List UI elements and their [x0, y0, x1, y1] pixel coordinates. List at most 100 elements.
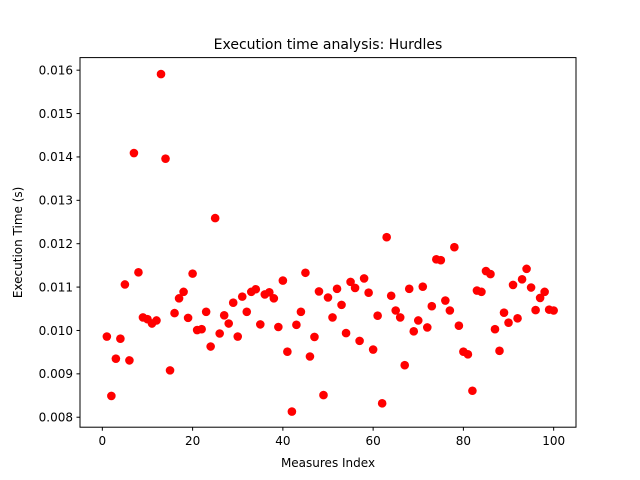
- y-tick-label: 0.009: [39, 367, 73, 381]
- data-point: [350, 283, 360, 293]
- data-point: [486, 269, 495, 279]
- data-point: [283, 347, 292, 357]
- data-point: [102, 332, 112, 341]
- data-point: [535, 293, 545, 303]
- data-point: [359, 274, 369, 283]
- data-point: [517, 274, 527, 284]
- data-point: [377, 399, 387, 408]
- data-point: [201, 307, 211, 317]
- data-point: [504, 318, 513, 327]
- data-point: [323, 293, 333, 302]
- data-point: [373, 311, 382, 321]
- data-point: [165, 366, 175, 375]
- data-point: [265, 287, 274, 297]
- data-point: [301, 268, 310, 278]
- data-point: [210, 213, 220, 223]
- x-tick-label: 20: [185, 434, 200, 448]
- chart-title: Execution time analysis: Hurdles: [214, 37, 443, 53]
- data-point: [296, 307, 306, 317]
- data-point: [386, 291, 396, 301]
- data-point: [531, 305, 540, 315]
- data-point: [156, 69, 166, 79]
- plot-frame: [79, 57, 577, 428]
- data-point: [152, 316, 161, 325]
- y-tick-label: 0.010: [39, 324, 73, 338]
- data-point: [310, 332, 319, 342]
- data-point: [206, 342, 215, 351]
- y-axis-title: Execution Time (s): [11, 187, 25, 299]
- y-tick-label: 0.013: [39, 194, 73, 208]
- data-point: [400, 360, 410, 370]
- data-point: [219, 310, 229, 320]
- data-point: [269, 294, 279, 303]
- data-point: [413, 316, 423, 325]
- x-tick-label: 0: [99, 434, 107, 448]
- data-point: [274, 322, 283, 332]
- data-point: [224, 319, 234, 328]
- y-tick-label: 0.012: [39, 237, 73, 251]
- data-point: [368, 345, 378, 354]
- x-axis-title: Measures Index: [281, 456, 375, 470]
- data-point: [183, 313, 193, 323]
- y-tick-label: 0.016: [39, 63, 73, 77]
- data-point: [441, 296, 450, 305]
- x-tick-label: 40: [275, 434, 290, 448]
- data-point: [305, 352, 315, 361]
- y-tick-label: 0.008: [39, 411, 73, 425]
- x-tick-label: 100: [542, 434, 565, 448]
- data-point: [251, 284, 261, 294]
- data-point: [237, 292, 247, 301]
- data-point: [418, 282, 428, 291]
- data-point: [120, 280, 130, 289]
- y-tick-label: 0.014: [39, 150, 73, 164]
- data-point: [292, 320, 301, 330]
- data-point: [391, 306, 400, 315]
- data-point: [454, 321, 464, 330]
- data-point: [170, 308, 179, 318]
- data-point: [116, 334, 125, 344]
- data-point: [319, 390, 328, 400]
- data-point: [445, 306, 455, 315]
- data-point: [540, 287, 549, 297]
- data-point: [341, 328, 351, 338]
- data-point: [346, 277, 355, 287]
- data-point: [161, 154, 170, 163]
- data-point: [287, 407, 297, 416]
- y-tick-label: 0.015: [39, 107, 73, 121]
- data-point: [332, 284, 342, 294]
- data-point: [242, 307, 252, 317]
- data-point: [107, 391, 116, 401]
- data-point: [134, 268, 143, 277]
- data-point: [477, 287, 486, 297]
- data-point: [215, 329, 224, 338]
- data-point: [233, 332, 243, 341]
- data-point: [129, 148, 139, 158]
- data-point: [450, 242, 459, 252]
- data-point: [364, 288, 373, 298]
- data-point: [228, 298, 238, 307]
- data-point: [278, 276, 288, 285]
- data-point: [328, 313, 337, 322]
- data-points: [102, 69, 558, 416]
- data-point: [409, 327, 419, 336]
- x-tick-label: 80: [456, 434, 471, 448]
- data-point: [395, 313, 405, 322]
- data-point: [468, 386, 477, 396]
- data-point: [436, 255, 446, 265]
- data-point: [549, 306, 558, 315]
- data-point: [499, 308, 509, 317]
- data-point: [495, 346, 504, 356]
- data-point: [179, 287, 188, 297]
- data-point: [427, 301, 437, 311]
- data-point: [188, 269, 197, 278]
- data-point: [526, 283, 536, 292]
- data-point: [490, 324, 500, 334]
- data-point: [463, 350, 473, 359]
- data-point: [513, 314, 522, 323]
- x-axis-ticks: 0 20 40 60 80 100: [99, 427, 565, 448]
- data-point: [404, 284, 414, 294]
- data-point: [125, 356, 134, 365]
- x-tick-label: 60: [365, 434, 380, 448]
